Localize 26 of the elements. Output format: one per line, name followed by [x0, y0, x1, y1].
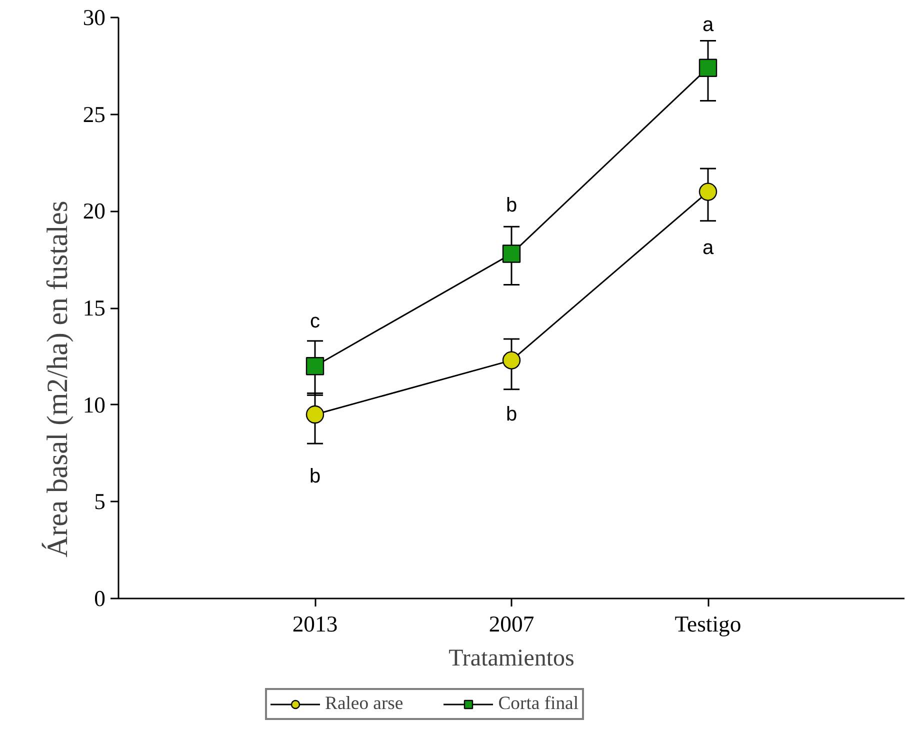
- point: [698, 182, 718, 201]
- point: [306, 405, 324, 424]
- annotation: a: [702, 236, 714, 259]
- annotation: b: [506, 194, 518, 216]
- point: [306, 357, 324, 376]
- annotation: c: [310, 310, 320, 333]
- annotation: b: [506, 404, 518, 426]
- x-axis-title: Tratamientos: [448, 646, 574, 672]
- y-axis-title: Área basal (m2/ha) en fustales: [40, 200, 74, 558]
- y-tick-label: 20: [82, 198, 106, 224]
- y-tick-label: 0: [94, 586, 106, 611]
- annotation: a: [702, 14, 714, 36]
- y-tick-label: 25: [82, 102, 106, 127]
- legend-label: Raleo arse: [325, 693, 404, 715]
- annotation: b: [309, 465, 321, 488]
- point: [502, 351, 521, 370]
- legend-label: Corta final: [498, 693, 579, 715]
- y-tick-label: 15: [82, 296, 106, 320]
- point: [502, 244, 521, 263]
- x-tick-label: 2013: [292, 612, 338, 636]
- point: [698, 58, 718, 77]
- y-tick-label: 5: [94, 489, 106, 514]
- y-tick-label: 10: [82, 392, 106, 418]
- y-tick-label: 30: [82, 5, 106, 30]
- x-tick-label: 2007: [488, 612, 534, 636]
- x-tick-label: Testigo: [674, 612, 742, 636]
